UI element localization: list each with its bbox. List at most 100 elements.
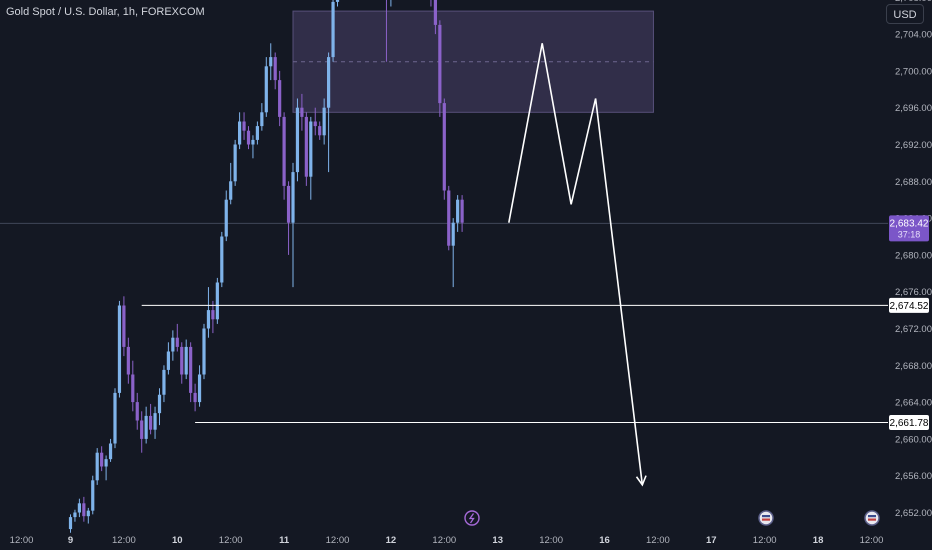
candle-body[interactable] — [442, 103, 446, 191]
candle-body[interactable] — [451, 222, 455, 246]
x-tick-label: 12:00 — [753, 535, 777, 546]
x-tick-label: 12:00 — [112, 535, 136, 546]
candle-body[interactable] — [82, 503, 86, 517]
candle-body[interactable] — [100, 452, 104, 467]
currency-button[interactable]: USD — [886, 4, 924, 24]
candle-body[interactable] — [322, 107, 326, 136]
y-tick-label: 2,688.00 — [895, 177, 932, 188]
candle-body[interactable] — [264, 66, 268, 113]
y-tick-label: 2,692.00 — [895, 140, 932, 151]
candle-body[interactable] — [251, 139, 255, 145]
candle-body[interactable] — [122, 305, 126, 347]
y-tick-label: 2,696.00 — [895, 103, 932, 114]
candle-body[interactable] — [300, 107, 304, 117]
flag-icon[interactable] — [864, 510, 880, 526]
candle-body[interactable] — [220, 236, 224, 283]
candle-body[interactable] — [202, 328, 206, 375]
candle-body[interactable] — [162, 369, 166, 395]
y-tick-label: 2,660.00 — [895, 434, 932, 445]
candle-body[interactable] — [149, 415, 153, 430]
candle-body[interactable] — [246, 130, 251, 145]
projection-path[interactable] — [508, 43, 644, 485]
candle-body[interactable] — [197, 374, 202, 403]
candle-body[interactable] — [278, 80, 282, 117]
candle-body[interactable] — [291, 172, 295, 223]
x-tick-label: 12:00 — [432, 535, 456, 546]
candle-body[interactable] — [273, 57, 277, 81]
candle-body[interactable] — [184, 346, 188, 375]
y-tick-label: 2,652.00 — [895, 508, 932, 519]
candle-body[interactable] — [309, 121, 313, 177]
candle-body[interactable] — [447, 190, 451, 246]
level-price-tag — [889, 415, 929, 431]
candle-body[interactable] — [260, 112, 264, 127]
candle-body[interactable] — [95, 452, 99, 481]
candle-body[interactable] — [153, 413, 157, 430]
candle-body[interactable] — [456, 199, 460, 223]
candle-body[interactable] — [304, 116, 308, 177]
candle-body[interactable] — [73, 512, 77, 518]
x-tick-label: 16 — [599, 535, 610, 546]
lightning-icon[interactable] — [464, 510, 480, 526]
y-tick-label: 2,676.00 — [895, 287, 932, 298]
candle-body[interactable] — [206, 310, 211, 329]
flag-stripe — [762, 515, 770, 518]
candle-body[interactable] — [215, 282, 219, 320]
last-price-label: 2,683.42 — [890, 218, 929, 229]
x-tick-label: 12:00 — [860, 535, 884, 546]
candle-body[interactable] — [438, 24, 442, 104]
candle-body[interactable] — [318, 126, 322, 136]
last-price-tag — [889, 215, 929, 242]
candle-body[interactable] — [126, 346, 130, 375]
level-price-label: 2,661.78 — [890, 418, 929, 429]
x-tick-label: 12 — [386, 535, 397, 546]
candle-body[interactable] — [144, 415, 148, 439]
lightning-glyph — [468, 513, 475, 524]
candle-body[interactable] — [331, 1, 335, 58]
x-tick-label: 11 — [279, 535, 290, 546]
candle-body[interactable] — [108, 443, 113, 460]
candle-body[interactable] — [313, 121, 317, 127]
candle-body[interactable] — [255, 126, 259, 140]
flag-icon[interactable] — [758, 510, 774, 526]
candle-body[interactable] — [282, 116, 286, 186]
candle-body[interactable] — [117, 305, 122, 393]
candle-body[interactable] — [140, 420, 144, 439]
candle-body[interactable] — [113, 392, 117, 444]
candle-body[interactable] — [433, 0, 437, 25]
candle-body[interactable] — [229, 181, 233, 200]
candle-body[interactable] — [104, 459, 108, 467]
candle-body[interactable] — [171, 337, 175, 352]
candle-body[interactable] — [175, 337, 179, 347]
candle-body[interactable] — [166, 351, 170, 370]
flag-stripe — [868, 515, 876, 518]
symbol-title: Gold Spot / U.S. Dollar, 1h, FOREXCOM — [6, 6, 205, 18]
candle-body[interactable] — [180, 346, 184, 375]
candle-body[interactable] — [86, 510, 90, 517]
candle-body[interactable] — [157, 394, 162, 414]
candle-body[interactable] — [295, 107, 300, 173]
x-tick-label: 12:00 — [219, 535, 243, 546]
candle-body[interactable] — [460, 199, 464, 223]
candle-body[interactable] — [211, 310, 215, 320]
candle-body[interactable] — [135, 402, 139, 421]
candle-body[interactable] — [131, 374, 135, 403]
x-tick-label: 12:00 — [326, 535, 350, 546]
candle-body[interactable] — [91, 480, 95, 511]
candle-body[interactable] — [238, 121, 242, 145]
candle-body[interactable] — [327, 57, 331, 108]
candle-body[interactable] — [77, 503, 81, 513]
candle-body[interactable] — [68, 517, 73, 530]
candle-body[interactable] — [224, 199, 228, 237]
candle-body[interactable] — [335, 0, 340, 2]
supply-zone[interactable] — [292, 10, 654, 113]
candle-body[interactable] — [193, 392, 197, 403]
candle-body[interactable] — [269, 57, 273, 67]
candle-body[interactable] — [189, 346, 193, 393]
level-price-tag — [889, 297, 929, 313]
candle-body[interactable] — [242, 121, 246, 131]
candle-body[interactable] — [233, 144, 237, 182]
candle-body[interactable] — [286, 185, 291, 223]
projection-arrowhead — [635, 475, 647, 487]
